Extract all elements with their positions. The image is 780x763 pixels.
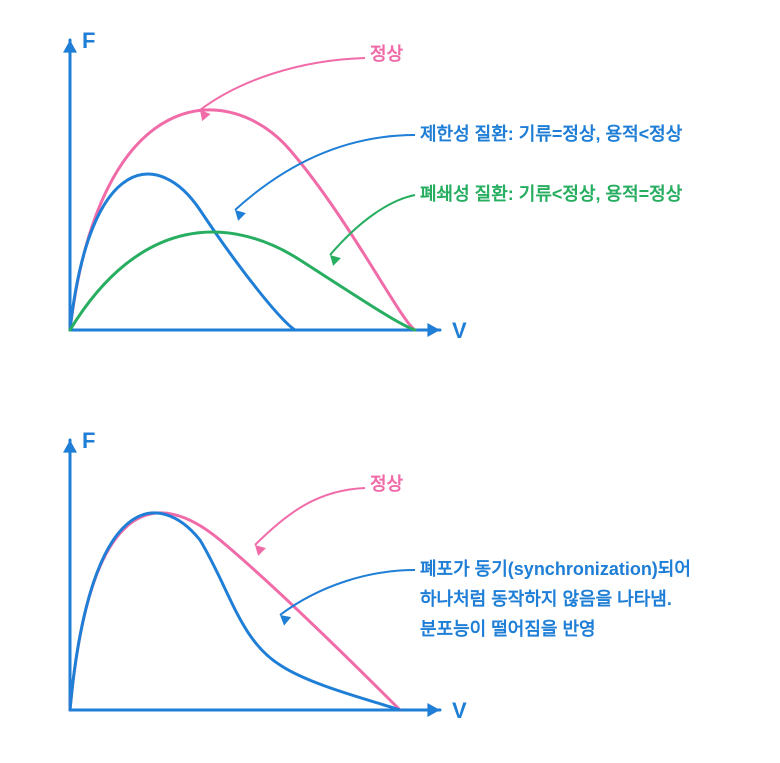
- x-axis-label: V: [452, 318, 467, 343]
- curve-green: [70, 232, 415, 330]
- label-normal: 정상: [370, 44, 404, 64]
- leader-obstructive: [330, 195, 415, 255]
- label-obstructive: 폐쇄성 질환: 기류<정상, 용적=정상: [420, 183, 683, 204]
- leader-restrictive: [235, 135, 415, 210]
- leader-desync: [280, 570, 415, 615]
- y-axis-label: F: [82, 28, 95, 53]
- leader-normal: [200, 58, 365, 110]
- label-normal: 정상: [370, 474, 404, 494]
- curve-blue: [70, 513, 400, 710]
- curve-pink: [70, 110, 415, 330]
- leader-normal: [255, 488, 365, 545]
- label-desync: 폐포가 동기(synchronization)되어하나처럼 동작하지 않음을 나…: [420, 559, 691, 639]
- y-axis-label: F: [82, 428, 95, 453]
- label-restrictive: 제한성 질환: 기류=정상, 용적<정상: [420, 123, 683, 144]
- x-axis-label: V: [452, 698, 467, 723]
